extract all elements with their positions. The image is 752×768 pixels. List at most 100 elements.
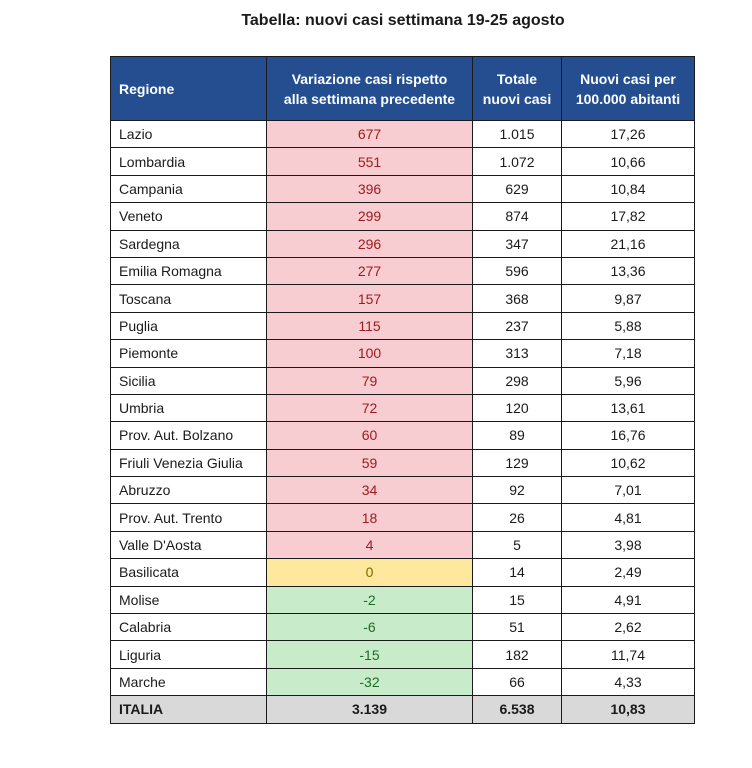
total-cases-cell: 14	[472, 558, 562, 587]
table-row: Prov. Aut. Bolzano 60 89 16,76	[110, 421, 695, 450]
table-row: Prov. Aut. Trento 18 26 4,81	[110, 503, 695, 532]
total-cases-cell: 66	[472, 667, 562, 697]
table-row: Sicilia 79 298 5,96	[110, 366, 695, 395]
variation-cell: 4	[266, 530, 473, 560]
region-cell: Emilia Romagna	[110, 256, 267, 286]
region-cell: Sardegna	[110, 229, 267, 258]
total-cases-cell: 89	[472, 421, 562, 450]
region-cell: Molise	[110, 585, 267, 615]
total-cases-cell: 313	[472, 339, 562, 368]
header-total: Totale nuovi casi	[472, 56, 562, 121]
per100k-cell: 9,87	[561, 284, 695, 313]
cases-table: Regione Variazione casi rispetto alla set…	[110, 56, 695, 724]
variation-cell: 100	[266, 339, 473, 368]
table-row: Toscana 157 368 9,87	[110, 284, 695, 313]
total-cases-cell: 874	[472, 202, 562, 231]
per100k-cell: 10,84	[561, 174, 695, 204]
region-cell: Toscana	[110, 284, 267, 313]
region-cell: Lazio	[110, 119, 267, 149]
variation-cell: 79	[266, 366, 473, 395]
region-cell: Veneto	[110, 202, 267, 231]
total-cases-cell: 92	[472, 476, 562, 505]
per100k-cell: 17,26	[561, 119, 695, 149]
header-total-line1: Totale	[496, 70, 538, 87]
variation-cell: 277	[266, 256, 473, 286]
total-cases-cell: 51	[472, 613, 562, 642]
per100k-cell: 5,88	[561, 311, 695, 341]
total-cases-cell: 298	[472, 366, 562, 395]
variation-cell: 59	[266, 448, 473, 478]
total-cases-cell: 26	[472, 503, 562, 532]
header-variation: Variazione casi rispetto alla settimana p…	[266, 56, 473, 121]
region-cell: Valle D'Aosta	[110, 530, 267, 560]
table-row: Emilia Romagna 277 596 13,36	[110, 256, 695, 286]
per100k-cell: 4,81	[561, 503, 695, 532]
per100k-cell: 11,74	[561, 640, 695, 669]
table-row: Veneto 299 874 17,82	[110, 202, 695, 231]
region-cell: Friuli Venezia Giulia	[110, 448, 267, 478]
header-per100k-line2: 100.000 abitanti	[575, 90, 681, 107]
variation-cell: 551	[266, 147, 473, 176]
total-cases-cell: 237	[472, 311, 562, 341]
variation-cell: 72	[266, 393, 473, 423]
total-per100k-cell: 10,83	[561, 695, 695, 724]
region-cell: Umbria	[110, 393, 267, 423]
per100k-cell: 4,33	[561, 667, 695, 697]
table-row: Puglia 115 237 5,88	[110, 311, 695, 341]
header-total-line2: nuovi casi	[482, 90, 552, 107]
variation-cell: 157	[266, 284, 473, 313]
per100k-cell: 16,76	[561, 421, 695, 450]
per100k-cell: 7,18	[561, 339, 695, 368]
table-row: Calabria -6 51 2,62	[110, 613, 695, 642]
header-variation-line2: alla settimana precedente	[283, 90, 456, 107]
table-row: Friuli Venezia Giulia 59 129 10,62	[110, 448, 695, 478]
total-cases-cell: 5	[472, 530, 562, 560]
total-row: ITALIA 3.139 6.538 10,83	[110, 695, 695, 724]
total-cases-cell: 596	[472, 256, 562, 286]
total-region-cell: ITALIA	[110, 695, 267, 724]
table-row: Umbria 72 120 13,61	[110, 393, 695, 423]
total-cases-cell: 629	[472, 174, 562, 204]
region-cell: Prov. Aut. Bolzano	[110, 421, 267, 450]
total-variation-cell: 3.139	[266, 695, 473, 724]
table-row: Marche -32 66 4,33	[110, 667, 695, 697]
per100k-cell: 13,36	[561, 256, 695, 286]
variation-cell: -6	[266, 613, 473, 642]
total-cases-cell: 120	[472, 393, 562, 423]
region-cell: Calabria	[110, 613, 267, 642]
variation-cell: 299	[266, 202, 473, 231]
region-cell: Piemonte	[110, 339, 267, 368]
per100k-cell: 2,62	[561, 613, 695, 642]
region-cell: Liguria	[110, 640, 267, 669]
region-cell: Campania	[110, 174, 267, 204]
per100k-cell: 3,98	[561, 530, 695, 560]
per100k-cell: 7,01	[561, 476, 695, 505]
table-row: Basilicata 0 14 2,49	[110, 558, 695, 587]
total-cases-cell: 182	[472, 640, 562, 669]
table-row: Liguria -15 182 11,74	[110, 640, 695, 669]
total-cases-cell: 1.072	[472, 147, 562, 176]
variation-cell: 396	[266, 174, 473, 204]
region-cell: Puglia	[110, 311, 267, 341]
per100k-cell: 5,96	[561, 366, 695, 395]
variation-cell: 677	[266, 119, 473, 149]
table-row: Molise -2 15 4,91	[110, 585, 695, 615]
table-row: Lombardia 551 1.072 10,66	[110, 147, 695, 176]
header-per100k: Nuovi casi per 100.000 abitanti	[561, 56, 695, 121]
per100k-cell: 21,16	[561, 229, 695, 258]
total-cases-cell: 129	[472, 448, 562, 478]
region-cell: Lombardia	[110, 147, 267, 176]
table-body: Lazio 677 1.015 17,26 Lombardia 551 1.072 10,66…	[110, 119, 695, 724]
variation-cell: 34	[266, 476, 473, 505]
total-cases-cell: 347	[472, 229, 562, 258]
table-row: Piemonte 100 313 7,18	[110, 339, 695, 368]
header-per100k-line1: Nuovi casi per	[580, 70, 676, 87]
per100k-cell: 10,62	[561, 448, 695, 478]
variation-cell: -2	[266, 585, 473, 615]
total-cases-cell: 1.015	[472, 119, 562, 149]
table-row: Campania 396 629 10,84	[110, 174, 695, 204]
per100k-cell: 10,66	[561, 147, 695, 176]
region-cell: Basilicata	[110, 558, 267, 587]
table-row: Lazio 677 1.015 17,26	[110, 119, 695, 149]
variation-cell: -32	[266, 667, 473, 697]
